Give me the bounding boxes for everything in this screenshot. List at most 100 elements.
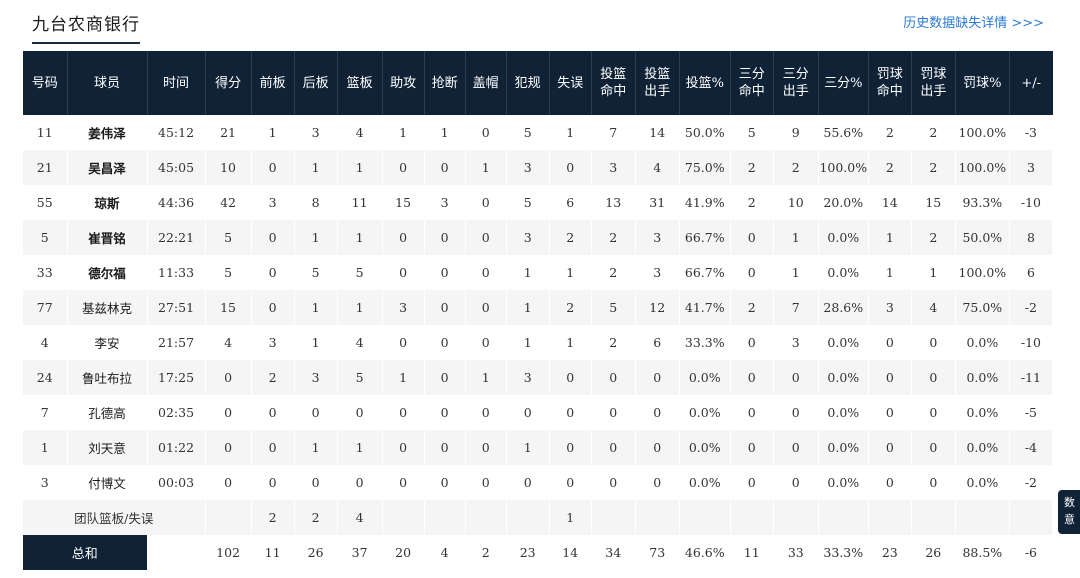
total-cell: 11 — [251, 535, 295, 570]
stat-cell: 0 — [424, 220, 466, 255]
stat-cell: 1 — [773, 220, 819, 255]
stat-cell: 1 — [382, 360, 425, 395]
stat-cell: 0 — [549, 360, 592, 395]
stat-cell: 3 — [23, 465, 68, 500]
total-cell: -6 — [1009, 535, 1054, 570]
stat-cell: 0.0% — [818, 360, 869, 395]
stat-cell: 22:21 — [147, 220, 206, 255]
stat-cell: 4 — [23, 325, 68, 360]
stat-cell: 1 — [382, 115, 425, 150]
total-cell: 23 — [506, 535, 550, 570]
total-label: 总和 — [23, 535, 148, 570]
stat-cell — [506, 500, 550, 535]
stat-cell: 28.6% — [818, 290, 869, 325]
player-name-link[interactable]: 付博文 — [67, 465, 148, 500]
column-header: 投篮 出手 — [635, 51, 680, 115]
stat-cell: 1 — [506, 290, 550, 325]
stat-cell: -5 — [1009, 395, 1054, 430]
stat-cell: 0 — [205, 465, 252, 500]
stat-cell: 1 — [294, 430, 338, 465]
column-header: 投篮% — [679, 51, 731, 115]
stat-cell: 21:57 — [147, 325, 206, 360]
total-cell: 34 — [591, 535, 636, 570]
player-name-link[interactable]: 基兹林克 — [67, 290, 148, 325]
stat-cell: 0 — [773, 360, 819, 395]
total-cell: 33.3% — [818, 535, 869, 570]
stat-cell: 0 — [591, 465, 636, 500]
player-name-link[interactable]: 孔德高 — [67, 395, 148, 430]
table-row: 33 德尔福 11:33 5 0 5 5 0 0 0 1 1 2 3 66.7% 0 1 0.0% 1 1 100.0%… — [23, 255, 1054, 290]
stat-cell: 3 — [506, 150, 550, 185]
stat-cell: 0 — [424, 360, 466, 395]
stat-cell: 0 — [549, 430, 592, 465]
stat-cell: 33 — [23, 255, 68, 290]
stat-cell: 1 — [911, 255, 956, 290]
total-cell: 73 — [635, 535, 680, 570]
stat-cell: 0 — [251, 465, 295, 500]
table-row: 11 姜伟泽 45:12 21 1 3 4 1 1 0 5 1 7 14 50.0% 5 9 55.6% 2 2 100… — [23, 115, 1054, 150]
stat-cell: -3 — [1009, 115, 1054, 150]
missing-data-link[interactable]: 历史数据缺失详情 >>> — [903, 16, 1044, 31]
stat-cell: 66.7% — [679, 220, 731, 255]
stat-cell: 1 — [337, 430, 383, 465]
stat-cell: 2 — [549, 290, 592, 325]
column-header: 罚球 命中 — [868, 51, 912, 115]
stat-cell: 0 — [868, 465, 912, 500]
stat-cell: 0 — [382, 430, 425, 465]
player-name-link[interactable]: 崔晋铭 — [67, 220, 148, 255]
column-header: 前板 — [251, 51, 295, 115]
stat-cell: 0 — [591, 395, 636, 430]
stat-cell: 2 — [868, 150, 912, 185]
box-score-table: 号码 球员 时间 得分 前板 后板 篮板 助攻 抢断 盖帽 犯规 失误 投篮 命中 投篮 出手 投篮% 三分 命中三… — [23, 51, 1054, 570]
player-name-link[interactable]: 鲁吐布拉 — [67, 360, 148, 395]
stat-cell: 77 — [23, 290, 68, 325]
player-name-link[interactable]: 琼斯 — [67, 185, 148, 220]
stat-cell — [818, 500, 869, 535]
stat-cell: 15 — [382, 185, 425, 220]
total-cell: 33 — [773, 535, 819, 570]
stat-cell: 0 — [730, 465, 774, 500]
stat-cell: 0.0% — [818, 465, 869, 500]
stat-cell — [773, 500, 819, 535]
column-header: 抢断 — [424, 51, 466, 115]
player-name-link[interactable]: 吴昌泽 — [67, 150, 148, 185]
stat-cell: 0 — [465, 255, 507, 290]
stat-cell: 0 — [911, 395, 956, 430]
stat-cell: 6 — [549, 185, 592, 220]
player-name-link[interactable]: 刘天意 — [67, 430, 148, 465]
stat-cell: 0 — [773, 395, 819, 430]
stat-cell: 12 — [635, 290, 680, 325]
total-cell: 26 — [911, 535, 956, 570]
stat-cell: 42 — [205, 185, 252, 220]
stat-cell: 24 — [23, 360, 68, 395]
player-name-link[interactable]: 李安 — [67, 325, 148, 360]
stat-cell: 0 — [773, 465, 819, 500]
column-header: 三分% — [818, 51, 869, 115]
stat-cell: 1 — [506, 255, 550, 290]
stat-cell: 1 — [251, 115, 295, 150]
stat-cell: 7 — [591, 115, 636, 150]
side-tab-line2: 意 — [1064, 513, 1075, 526]
team-name-tab[interactable]: 九台农商银行 — [32, 10, 140, 44]
stat-cell: 0 — [424, 465, 466, 500]
column-header: 篮板 — [337, 51, 383, 115]
stat-cell: 0 — [911, 430, 956, 465]
stat-cell: 4 — [205, 325, 252, 360]
stat-cell: 02:35 — [147, 395, 206, 430]
stat-cell: 2 — [868, 115, 912, 150]
stat-cell: 3 — [506, 220, 550, 255]
stat-cell: 0 — [205, 360, 252, 395]
stat-cell: 0 — [465, 395, 507, 430]
stat-cell: 0 — [382, 465, 425, 500]
stat-cell — [868, 500, 912, 535]
table-body: 11 姜伟泽 45:12 21 1 3 4 1 1 0 5 1 7 14 50.0% 5 9 55.6% 2 2 100… — [23, 115, 1054, 570]
stat-cell: 0 — [635, 465, 680, 500]
stat-cell: 2 — [549, 220, 592, 255]
player-name-link[interactable]: 德尔福 — [67, 255, 148, 290]
player-name-link[interactable]: 姜伟泽 — [67, 115, 148, 150]
stat-cell: 0 — [382, 220, 425, 255]
table-row: 21 吴昌泽 45:05 10 0 1 1 0 0 1 3 0 3 4 75.0% 2 2 100.0% 2 2 100… — [23, 150, 1054, 185]
stat-cell: 10 — [205, 150, 252, 185]
side-float-tab[interactable]: 数 意 — [1058, 490, 1080, 534]
total-cell: 2 — [465, 535, 507, 570]
